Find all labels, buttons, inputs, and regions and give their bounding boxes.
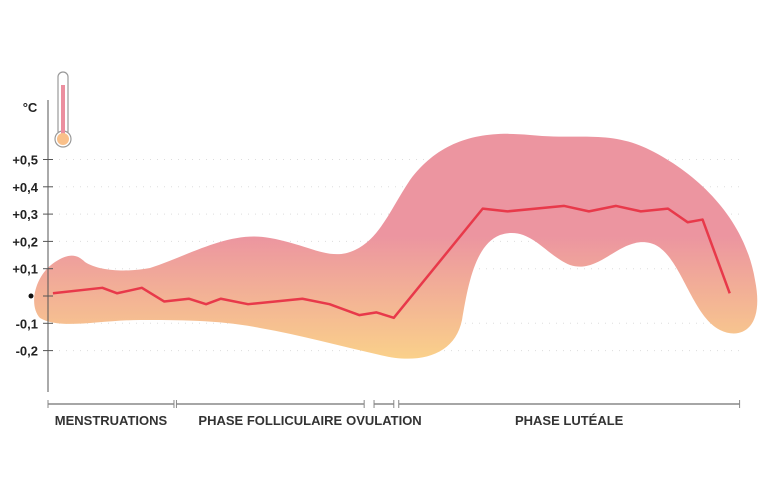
phase-label: OVULATION — [346, 413, 422, 428]
phase-axis: MENSTRUATIONS PHASE FOLLICULAIRE OVULATION… — [47, 400, 741, 428]
y-tick-label: -0,1 — [16, 316, 38, 331]
y-tick-label: -0,2 — [16, 344, 38, 359]
y-ticks: +0,5 +0,4 +0,3 +0,2 +0,1 -0,1 -0,2 — [12, 153, 53, 359]
y-axis-label: °C — [23, 100, 38, 115]
phase-label: MENSTRUATIONS — [55, 413, 168, 428]
y-tick-label: +0,4 — [12, 180, 38, 195]
y-tick-label: +0,2 — [12, 234, 38, 249]
phase-label: PHASE LUTÉALE — [515, 413, 624, 428]
temperature-range-band — [34, 133, 758, 359]
data-points — [52, 205, 730, 318]
y-tick-zero-dot — [28, 293, 34, 299]
phase-label: PHASE FOLLICULAIRE — [198, 413, 342, 428]
y-tick-label: +0,5 — [12, 153, 38, 168]
thermometer-icon — [54, 71, 72, 148]
y-tick-label: +0,1 — [12, 262, 38, 277]
y-tick-label: +0,3 — [12, 207, 38, 222]
